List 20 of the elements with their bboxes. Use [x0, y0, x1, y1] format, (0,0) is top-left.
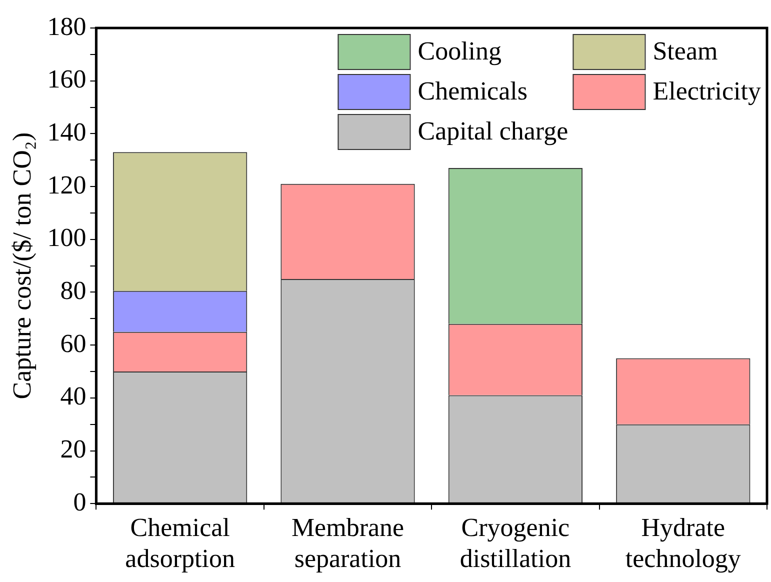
x-tick-label: Hydrate technology [625, 513, 741, 574]
legend-label: Cooling [418, 36, 502, 66]
y-tick-label: 180 [47, 12, 86, 41]
y-tick-label: 60 [60, 328, 86, 358]
y-tick-label: 160 [47, 64, 86, 94]
legend-label: Chemicals [418, 76, 528, 106]
x-tick-label: Membrane separation [291, 513, 404, 574]
x-tick-label: Chemical adsorption [125, 513, 235, 574]
y-tick-label: 100 [47, 223, 86, 252]
y-tick-label: 120 [47, 170, 86, 200]
y-axis-title: Capture cost/($/ ton CO₂) [7, 132, 36, 400]
legend-label: Electricity [652, 76, 762, 106]
y-tick-label: 0 [73, 487, 86, 516]
legend-label: Steam [652, 36, 718, 66]
x-tick-label: Cryogenic distillation [460, 513, 572, 574]
y-tick-label: 140 [47, 118, 86, 147]
y-tick-label: 80 [60, 276, 86, 306]
legend-label: Capital charge [418, 116, 568, 146]
y-tick-label: 40 [60, 382, 86, 411]
y-tick-label: 20 [60, 434, 86, 464]
